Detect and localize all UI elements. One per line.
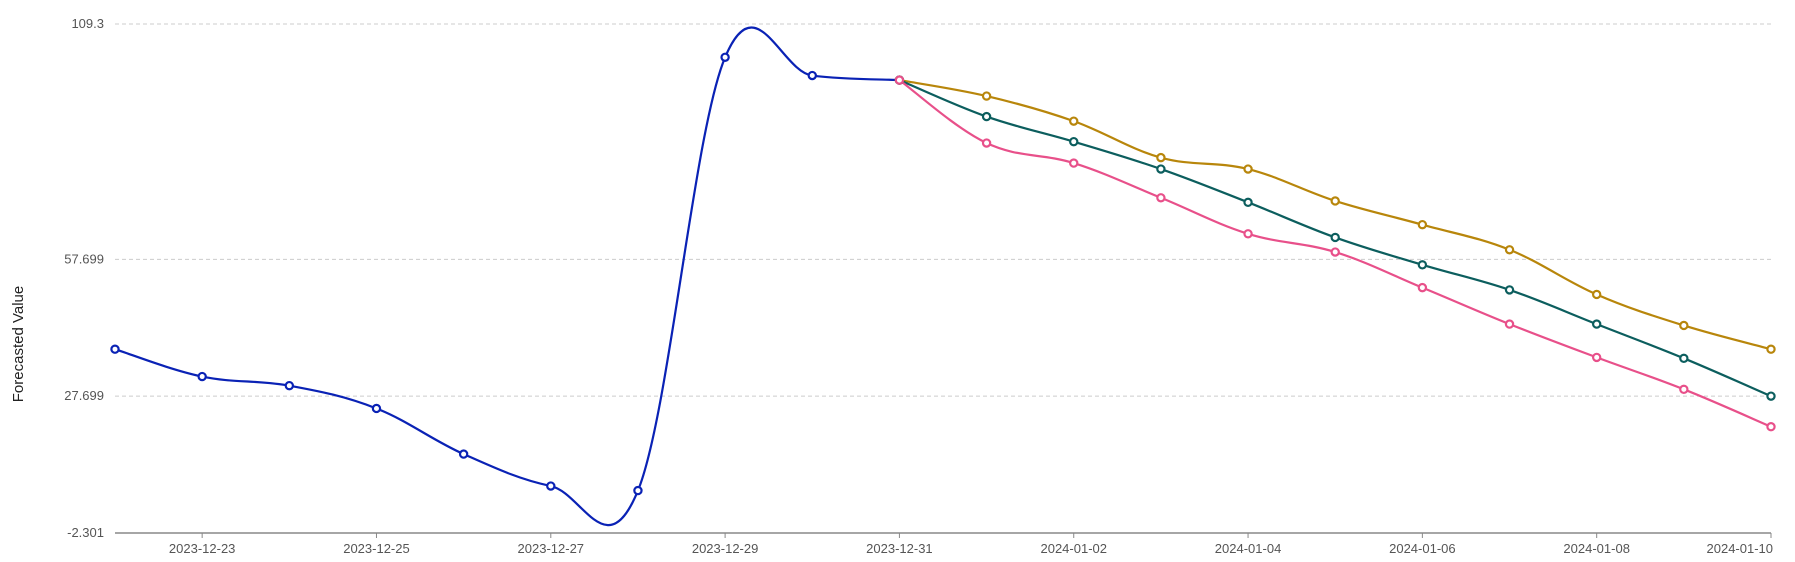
- x-tick-label: 2023-12-31: [866, 541, 933, 556]
- series-2-point: [1591, 289, 1602, 300]
- series-3-point: [1766, 391, 1776, 401]
- x-tick-label: 2024-01-04: [1215, 541, 1282, 556]
- series-4-point: [1417, 282, 1428, 293]
- series-3-point: [1591, 319, 1602, 329]
- series-lines: [114, 26, 1772, 527]
- series-1-point: [546, 481, 556, 491]
- series-line-1: [114, 26, 900, 527]
- series-4-point: [981, 138, 992, 148]
- y-tick-label: 57.699: [64, 251, 104, 266]
- series-2-point: [1504, 245, 1515, 255]
- series-4-point: [1766, 422, 1776, 432]
- series-1-point: [284, 380, 295, 391]
- series-2-point: [1069, 116, 1079, 126]
- series-2-point: [1156, 152, 1166, 163]
- series-4-point: [1504, 319, 1515, 329]
- series-4-point: [1679, 384, 1689, 395]
- series-1-point: [197, 371, 207, 382]
- series-3-point: [981, 111, 992, 122]
- x-tick-label: 2024-01-08: [1563, 541, 1630, 556]
- series-2-point: [1417, 219, 1428, 230]
- series-2-point: [1243, 164, 1253, 174]
- y-tick-label: 109.3: [71, 16, 104, 31]
- x-tick-label: 2024-01-02: [1040, 541, 1107, 556]
- y-axis-ticks: 109.3 57.699 27.699 -2.301: [64, 16, 104, 540]
- series-1-point: [458, 449, 469, 459]
- series-points: [110, 52, 1776, 496]
- series-1-point: [807, 70, 817, 81]
- x-tick-label: 2023-12-25: [343, 541, 410, 556]
- series-1-point: [371, 403, 382, 414]
- x-tick-label: 2024-01-10: [1707, 541, 1774, 556]
- series-4-point: [1069, 158, 1079, 168]
- y-tick-label: 27.699: [64, 388, 104, 403]
- series-line-2: [899, 79, 1772, 351]
- x-axis-ticks: 2023-12-23 2023-12-25 2023-12-27 2023-12-29…: [169, 533, 1773, 556]
- x-tick-label: 2023-12-27: [518, 541, 585, 556]
- series-2-point: [1766, 344, 1776, 354]
- series-3-point: [1417, 260, 1428, 270]
- series-3-point: [1679, 353, 1689, 364]
- grid-lines: [115, 23, 1771, 397]
- series-2-point: [1330, 196, 1340, 206]
- y-tick-label: -2.301: [67, 525, 104, 540]
- series-2-point: [981, 91, 992, 101]
- series-4-point: [1243, 229, 1253, 239]
- series-1-point: [110, 344, 120, 354]
- x-tick-label: 2023-12-23: [169, 541, 236, 556]
- series-3-point: [1243, 197, 1253, 208]
- series-4-point: [1591, 352, 1602, 363]
- series-1-point: [633, 485, 643, 496]
- series-3-point: [1330, 232, 1340, 243]
- series-1-point: [720, 52, 730, 62]
- series-4-point: [894, 75, 905, 85]
- x-tick-label: 2023-12-29: [692, 541, 759, 556]
- series-4-point: [1156, 193, 1166, 203]
- series-2-point: [1679, 320, 1689, 331]
- series-3-point: [1069, 136, 1079, 147]
- x-tick-label: 2024-01-06: [1389, 541, 1456, 556]
- series-3-point: [1156, 164, 1166, 174]
- series-3-point: [1504, 285, 1515, 295]
- series-4-point: [1330, 247, 1340, 257]
- y-axis-title: Forecasted Value: [10, 286, 27, 402]
